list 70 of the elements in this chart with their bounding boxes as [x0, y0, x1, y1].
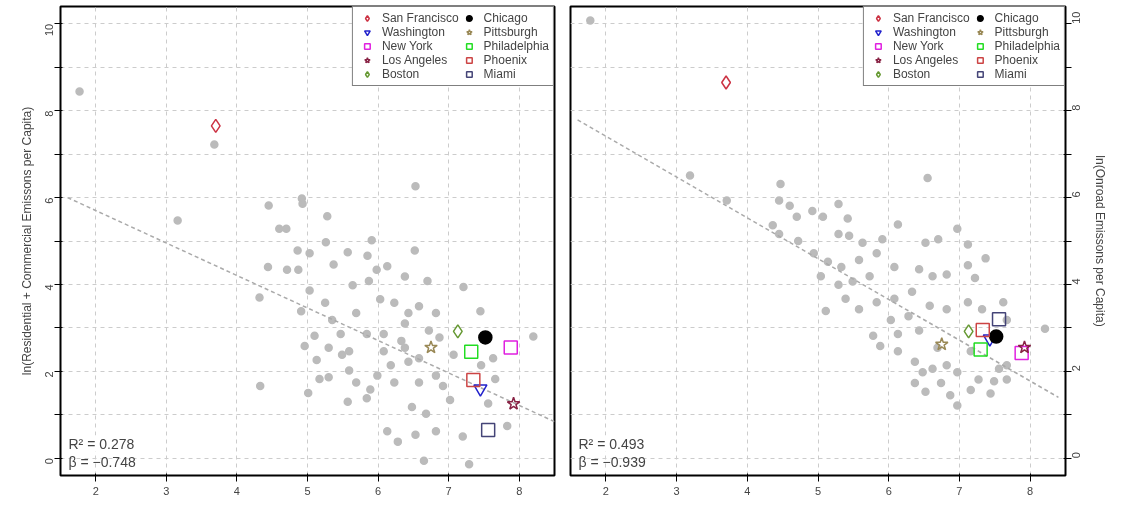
point [963, 324, 974, 339]
x-tick-label: 3 [673, 484, 680, 497]
point [452, 324, 463, 339]
y2-tick-label: 2 [1070, 365, 1083, 372]
point [463, 344, 479, 359]
point [480, 422, 496, 438]
annotation: β = −0.939 [578, 453, 646, 470]
legend-label: Los Angeles [892, 53, 959, 67]
y-tick-label: 6 [43, 197, 56, 204]
legend-label: San Francisco [892, 11, 970, 25]
x-tick-label: 7 [445, 484, 452, 497]
point [975, 322, 991, 338]
point [988, 329, 1004, 344]
point [478, 330, 493, 345]
x-tick-label: 5 [304, 484, 311, 497]
y2-tick-label: 4 [1070, 278, 1083, 285]
x-tick-label: 4 [744, 484, 751, 497]
legend-label: Boston [381, 67, 420, 81]
point [973, 342, 988, 357]
x-tick-label: 6 [885, 484, 892, 497]
y-tick-label: 0 [43, 458, 56, 465]
y2-tick-label: 10 [1070, 11, 1083, 24]
y-axis-title: ln(Residential + Commercial Emissons per Capita) [19, 106, 34, 376]
legend-label: Washington [381, 25, 445, 39]
legend-label: Phoenix [994, 53, 1038, 67]
point [506, 396, 521, 410]
x-tick-label: 2 [602, 484, 609, 497]
annotation: β = −0.748 [68, 453, 136, 470]
x-tick-label: 4 [233, 484, 240, 497]
legend-label: Chicago [483, 11, 528, 25]
legend-label: Philadelphia [994, 39, 1060, 53]
legend-label: Boston [892, 67, 931, 81]
point [466, 372, 481, 388]
y2-tick-label: 8 [1070, 104, 1083, 111]
legend-label: Phoenix [483, 53, 527, 67]
point [991, 311, 1007, 327]
x-tick-label: 8 [516, 484, 523, 497]
point [473, 384, 488, 397]
y2-tick-label: 0 [1070, 452, 1083, 459]
point [1017, 340, 1032, 354]
point [1014, 345, 1029, 361]
x-tick-label: 5 [814, 484, 822, 497]
y-tick-label: 4 [43, 284, 56, 291]
legend-label: Chicago [994, 11, 1039, 25]
x-tick-label: 2 [92, 484, 99, 497]
legend-label: Pittsburgh [994, 25, 1049, 39]
x-tick-label: 3 [163, 484, 170, 497]
y-tick-label: 8 [43, 110, 56, 117]
legend-label: New York [892, 39, 944, 53]
point [503, 340, 518, 355]
legend-label: Washington [892, 25, 956, 39]
point [934, 337, 949, 351]
annotation: R² = 0.493 [578, 435, 645, 452]
point [424, 340, 438, 354]
legend-label: San Francisco [381, 11, 459, 25]
x-tick-label: 7 [956, 484, 963, 497]
y-tick-label: 2 [43, 371, 56, 378]
x-tick-label: 6 [375, 484, 382, 497]
legend-label: Los Angeles [381, 53, 448, 67]
legend-label: Miami [483, 67, 516, 81]
legend-label: New York [381, 39, 433, 53]
y2-axis-title: ln(Onroad Emissons per Capita) [1092, 155, 1107, 327]
legend-label: Philadelphia [483, 39, 549, 53]
y-tick-label: 10 [43, 23, 56, 37]
x-tick-label: 8 [1027, 484, 1034, 497]
legend-label: Miami [994, 67, 1027, 81]
point [720, 75, 732, 90]
legend-label: Pittsburgh [483, 25, 538, 39]
y2-tick-label: 6 [1070, 191, 1083, 198]
annotation: R² = 0.278 [68, 435, 135, 452]
